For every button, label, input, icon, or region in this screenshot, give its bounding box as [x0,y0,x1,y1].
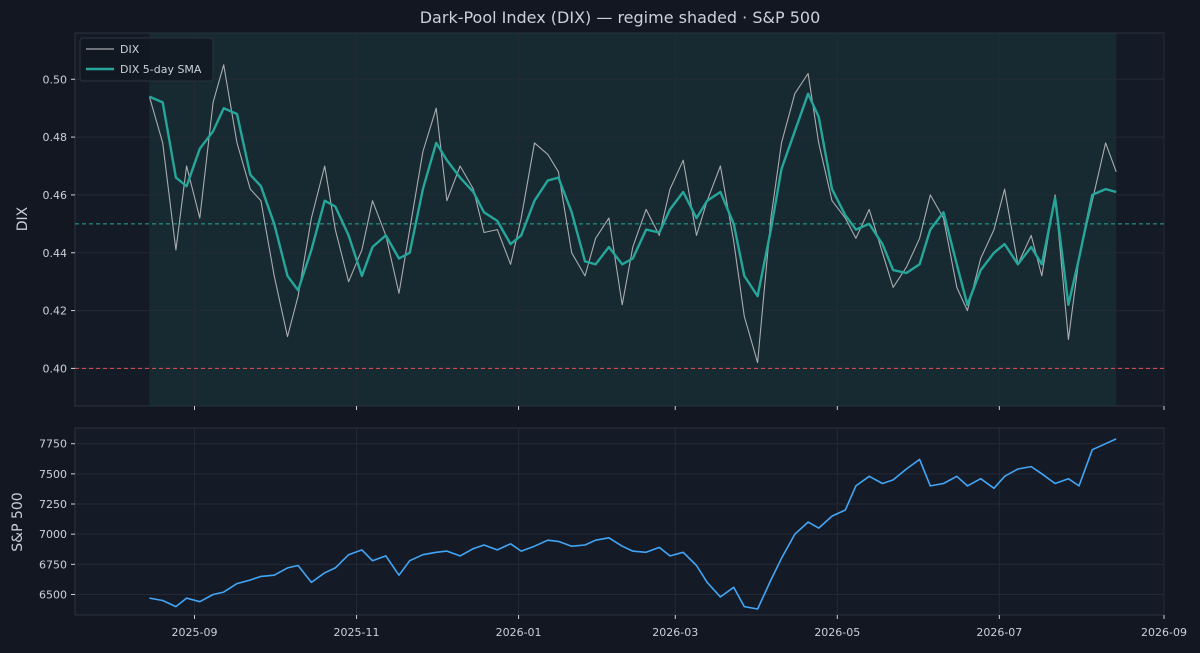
dix-series-layer [148,64,1117,364]
x-tick-label: 2026-07 [976,626,1022,639]
spx-plot-area [74,427,1165,616]
chart-title: Dark-Pool Index (DIX) — regime shaded · … [420,8,821,27]
dix-panel: 0.40 0.42 0.44 0.46 0.48 0.50 DIX DIX DIX 5-d… [15,32,1165,410]
dix-y-tick-label: 0.42 [43,305,68,318]
dix-y-tick-label: 0.40 [43,362,68,375]
legend-label-sma: DIX 5-day SMA [120,63,202,76]
dix-x-ticks [194,406,1165,410]
x-tick-label: 2025-11 [334,626,380,639]
spx-y-ticks: 6500 6750 7000 7250 7500 7750 [39,438,75,601]
legend: DIX DIX 5-day SMA [79,37,214,82]
spx-grid [75,428,1165,615]
x-tick-label: 2026-03 [652,626,698,639]
dix-y-tick-label: 0.44 [43,247,68,260]
spx-y-tick-label: 6750 [39,558,67,571]
dix-grid [75,33,1165,406]
spx-x-ticks: 2025-09 2025-11 2026-01 2026-03 2026-05 2026-… [172,615,1187,639]
dix-y-tick-label: 0.48 [43,131,68,144]
x-tick-label: 2026-05 [814,626,860,639]
spx-y-tick-label: 6500 [39,588,67,601]
spx-y-tick-label: 7750 [39,438,67,451]
spx-y-tick-label: 7500 [39,468,67,481]
x-tick-label: 2026-09 [1141,626,1187,639]
dix-y-ticks: 0.40 0.42 0.44 0.46 0.48 0.50 [43,73,75,375]
x-tick-label: 2025-09 [172,626,218,639]
spx-series-layer [149,438,1117,610]
spx-y-axis-label: S&P 500 [10,492,26,551]
spx-y-tick-label: 7250 [39,498,67,511]
dix-y-tick-label: 0.50 [43,73,68,86]
spx-line [149,438,1117,610]
dix-y-axis-label: DIX [15,206,31,231]
dix-sma-line [148,92,1117,306]
regime-shade [149,33,1117,406]
spx-y-tick-label: 7000 [39,528,67,541]
regime-shade-layer [149,33,1117,406]
legend-label-dix: DIX [120,43,140,56]
x-tick-label: 2026-01 [496,626,542,639]
dix-raw-line [148,64,1117,364]
dix-y-tick-label: 0.46 [43,189,68,202]
